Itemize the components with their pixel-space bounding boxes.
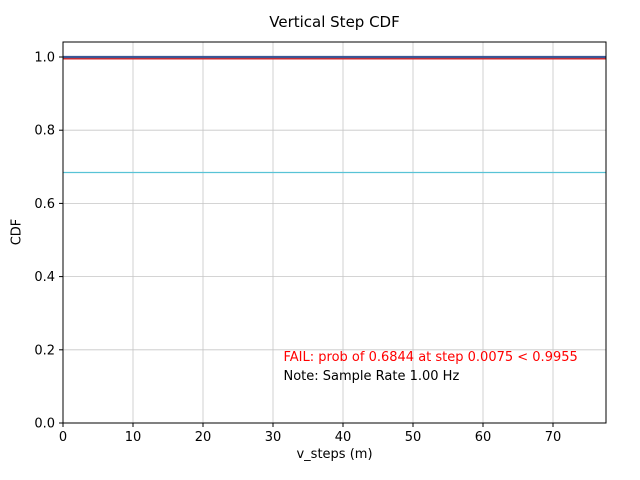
x-axis-label: v_steps (m) [296, 447, 373, 462]
chart-title: Vertical Step CDF [269, 13, 400, 31]
y-tick-label: 0.6 [34, 197, 55, 212]
x-tick-label: 10 [125, 430, 142, 445]
y-tick-label: 0.4 [34, 270, 55, 285]
x-tick-label: 30 [265, 430, 282, 445]
x-tick-label: 60 [475, 430, 492, 445]
x-tick-label: 20 [195, 430, 212, 445]
y-tick-label: 0.0 [34, 417, 55, 432]
y-tick-label: 0.8 [34, 124, 55, 139]
fail-annotation: FAIL: prob of 0.6844 at step 0.0075 < 0.… [283, 350, 578, 366]
axes-frame [62, 41, 607, 424]
x-tick-label: 70 [545, 430, 562, 445]
y-axis-label: CDF [9, 218, 25, 246]
x-tick-label: 0 [59, 430, 67, 445]
x-tick-label: 40 [335, 430, 352, 445]
note-annotation: Note: Sample Rate 1.00 Hz [283, 369, 460, 385]
y-tick-label: 0.2 [34, 343, 55, 358]
y-tick-label: 1.0 [34, 51, 55, 66]
x-tick-label: 50 [405, 430, 422, 445]
